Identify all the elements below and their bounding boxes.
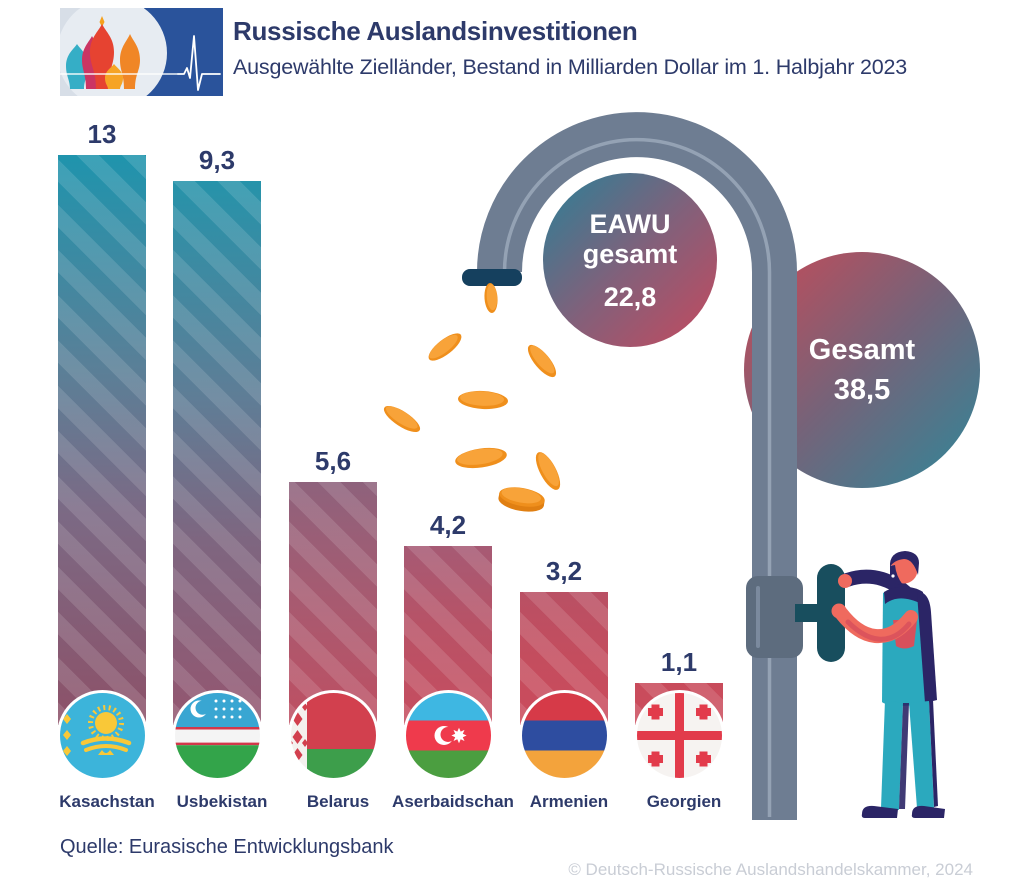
eawu-value: 22,8 (603, 281, 657, 312)
label-belarus: Belarus (306, 792, 370, 811)
bar-usbekistan (173, 181, 261, 725)
bar-value-belarus: 5,6 (314, 446, 352, 476)
label-kasachstan: Kasachstan (59, 792, 155, 811)
gesamt-value: 38,5 (833, 374, 891, 406)
copyright-text: © Deutsch-Russische Auslandshandelskamme… (568, 860, 973, 879)
label-usbekistan: Usbekistan (176, 792, 268, 811)
valve-handle (817, 564, 845, 662)
pipe-coupling (746, 576, 803, 658)
valve-stem (795, 604, 823, 622)
coins-icon (383, 283, 561, 512)
gesamt-total-bubble: Gesamt 38,5 (744, 252, 980, 488)
label-aserbaidschan: Aserbaidschan (392, 792, 514, 811)
page-subtitle: Ausgewählte Zielländer, Bestand in Milli… (233, 55, 907, 79)
flag-kasachstan-icon (56, 690, 148, 781)
bar-belarus (289, 482, 377, 725)
bar-value-kasachstan: 13 (87, 119, 117, 149)
page-title: Russische Auslandsinvestitionen (233, 16, 638, 46)
spout-cap (462, 269, 522, 286)
source-text: Quelle: Eurasische Entwicklungsbank (60, 836, 394, 858)
bar-value-usbekistan: 9,3 (198, 145, 236, 175)
eawu-label-line2: gesamt (582, 238, 678, 269)
bar-kasachstan (58, 155, 146, 725)
gesamt-label: Gesamt (808, 334, 916, 366)
flag-usbekistan-icon (171, 690, 263, 781)
label-georgien: Georgien (646, 792, 722, 811)
bar-value-georgien: 1,1 (660, 647, 698, 677)
worker-illustration (831, 551, 945, 818)
eawu-total-bubble: EAWU gesamt 22,8 (543, 173, 717, 347)
flag-georgien-icon (633, 690, 725, 781)
flag-belarus-icon (287, 690, 379, 781)
bar-value-aserbaidschan: 4,2 (429, 510, 467, 540)
bar-value-armenien: 3,2 (545, 556, 583, 586)
label-armenien: Armenien (529, 792, 609, 811)
flag-armenien-icon (518, 690, 610, 781)
eawu-label-line1: EAWU (589, 208, 671, 239)
cathedral-pulse-logo-icon (60, 8, 223, 96)
flag-aserbaidschan-icon (402, 690, 494, 781)
